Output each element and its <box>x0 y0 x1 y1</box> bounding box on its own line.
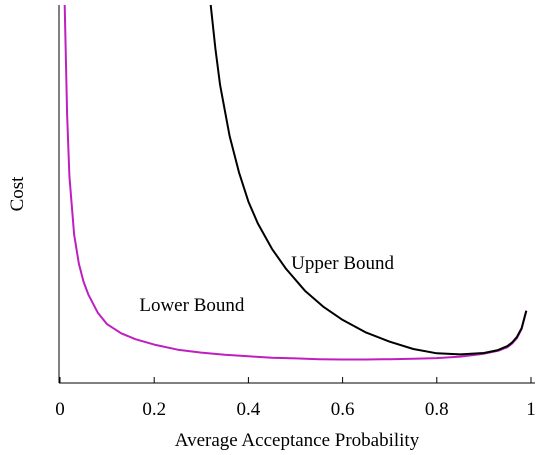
annotation-layer: Upper Bound Lower Bound <box>139 253 394 316</box>
x-tick-label: 0.6 <box>331 399 355 420</box>
x-tick-label: 0.2 <box>142 399 166 420</box>
annotation-upper-bound: Upper Bound <box>291 253 394 274</box>
annotation-lower-bound: Lower Bound <box>139 295 245 316</box>
series-line-lower-bound <box>63 4 528 361</box>
x-axis-label: Average Acceptance Probability <box>175 430 420 451</box>
y-axis-label: Cost <box>7 176 28 212</box>
x-ticks <box>59 377 532 383</box>
x-tick-label: 1 <box>526 399 536 420</box>
series-line-upper-bound <box>209 4 528 356</box>
x-tick-label: 0 <box>55 399 65 420</box>
axes <box>58 5 535 384</box>
x-tick-labels: 0 0.2 0.4 0.6 0.8 1 <box>55 399 536 420</box>
x-tick-label: 0.4 <box>237 399 261 420</box>
series-layer <box>63 4 528 361</box>
x-tick-label: 0.8 <box>425 399 449 420</box>
